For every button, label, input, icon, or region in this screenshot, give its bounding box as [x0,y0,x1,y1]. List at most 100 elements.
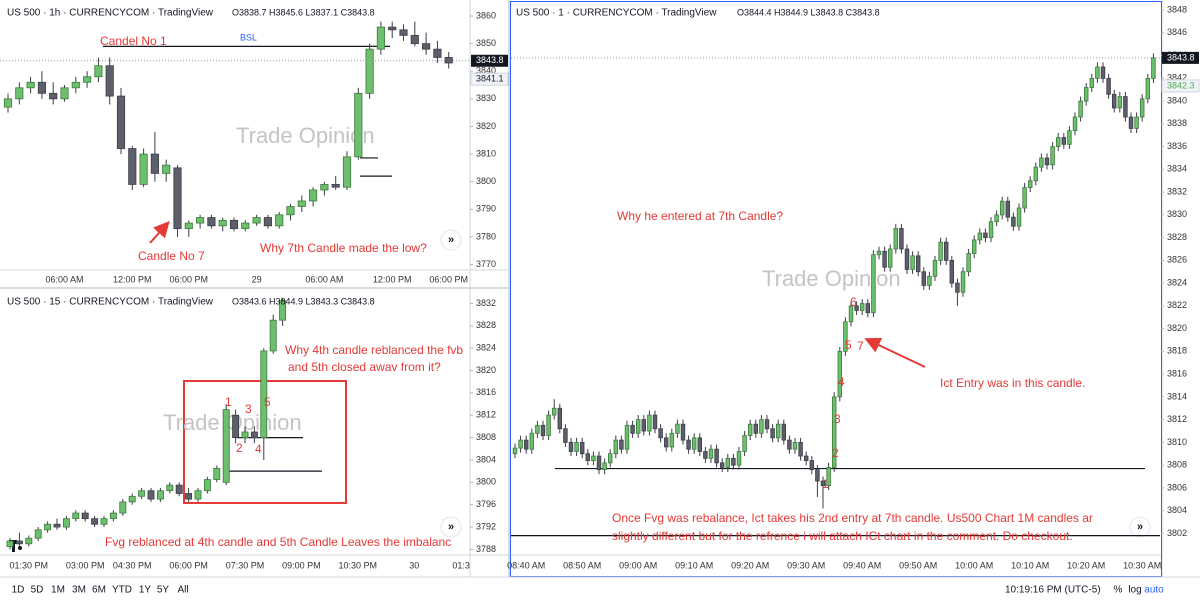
annotation: Once Fvg was rebalance, Ict takes his 2n… [612,511,1093,525]
candle-body [15,540,23,545]
scale-option[interactable]: auto [1144,585,1164,596]
annotation: 7 [857,339,864,353]
candles: Trade Opinion [6,297,322,550]
candle-body [731,457,736,466]
x-tick-label: 01:3 [452,560,470,570]
y-tick-label: 3830 [1167,209,1187,219]
candle-body [697,437,703,452]
candle-body [910,255,915,270]
scroll-button[interactable]: » [1129,516,1151,538]
candle-body [1139,98,1145,118]
candle-body [652,414,658,430]
candle-body [250,431,258,438]
candle-body [81,512,89,520]
candle-body [1033,166,1039,182]
watermark: Trade Opinion [762,266,901,291]
ohlc-readout: O3844.4 H3844.9 L3843.8 C3843.8 [737,7,880,17]
y-tick-label: 3808 [1167,460,1187,470]
candle-body [34,529,42,539]
y-tick-label: 3820 [476,121,496,131]
candle-body [787,439,792,450]
candle-body [574,441,579,452]
scale-option[interactable]: % [1114,585,1123,596]
y-tick-label: 3850 [476,38,496,48]
y-tick-label: 3820 [476,365,496,375]
candle-body [26,81,35,89]
x-tick-label: 08:50 AM [563,560,601,570]
y-tick-label: 3828 [1167,232,1187,242]
candle-body [915,255,921,273]
candle-body [927,275,932,286]
x-tick-label: 07:30 PM [226,560,265,570]
annotations: Why he entered at 7th Candle? Ict Entry w… [612,209,1093,543]
x-tick-label: 06:00 PM [429,274,468,284]
candle-body [116,95,126,149]
annotation: 6 [850,295,857,309]
candle-body [585,453,591,461]
candle-body [999,200,1005,216]
y-tick-label: 3808 [476,432,496,442]
candle-body [714,448,719,464]
y-tick-label: 3838 [1167,118,1187,128]
candle-body [422,43,431,50]
candle-body [72,512,80,520]
y-tick-label: 3834 [1167,164,1187,174]
candle-body [1011,216,1016,227]
candle-body [854,305,859,311]
candle-body [297,200,306,207]
scroll-button[interactable]: » [440,229,462,251]
y-tick-label: 3842 [1167,73,1187,83]
range-button[interactable]: 3M [72,585,86,596]
candle-body [798,441,803,457]
y-tick-label: 3788 [476,544,496,554]
x-tick-label: 29 [252,274,262,284]
range-button[interactable]: 5Y [157,585,170,596]
candle-body [887,248,893,268]
candle-body [6,540,14,548]
price-label: 3842.3 [1167,80,1195,90]
range-button[interactable]: 1D [12,585,25,596]
candle-body [641,419,647,432]
y-tick-label: 3860 [476,10,496,20]
scale-option[interactable]: log [1128,585,1141,596]
candle-body [686,439,691,450]
arrow [149,221,170,244]
candle-body [309,189,318,202]
range-button[interactable]: All [177,585,188,596]
candle-body [229,219,239,229]
candle-body [166,484,174,492]
candle-body [269,319,277,352]
candle-body [83,76,92,83]
candle-body [943,241,949,261]
y-tick-label: 3796 [476,499,496,509]
candle-body [1055,137,1061,148]
annotation: 3 [834,412,841,426]
range-button[interactable]: 1M [51,585,65,596]
candle-body [518,439,523,449]
candle-body [100,518,108,525]
candles: Trade Opinion [511,53,1161,537]
candle-body [1145,77,1151,100]
range-button[interactable]: 1Y [139,585,152,596]
y-tick-label: 3818 [1167,346,1187,356]
candle-body [1106,77,1111,95]
candle-body [708,448,714,459]
x-tick-label: 30 [409,560,419,570]
range-button[interactable]: YTD [112,585,132,596]
scroll-button[interactable]: » [440,516,462,538]
candle-body [703,451,708,459]
candle-body [759,419,764,434]
candle-body [60,87,69,100]
annotation: 4 [838,375,845,389]
x-tick-label: 09:00 AM [619,560,657,570]
y-tick-label: 3812 [1167,414,1187,424]
range-button[interactable]: 6M [92,585,106,596]
y-tick-label: 3840 [1167,95,1187,105]
y-tick-label: 3820 [1167,323,1187,333]
y-tick-label: 3816 [1167,369,1187,379]
annotation: 5 [264,395,271,409]
candle-body [1095,66,1100,79]
y-tick-label: 3814 [1167,391,1187,401]
x-tick-label: 03:00 PM [66,560,105,570]
range-button[interactable]: 5D [31,585,44,596]
